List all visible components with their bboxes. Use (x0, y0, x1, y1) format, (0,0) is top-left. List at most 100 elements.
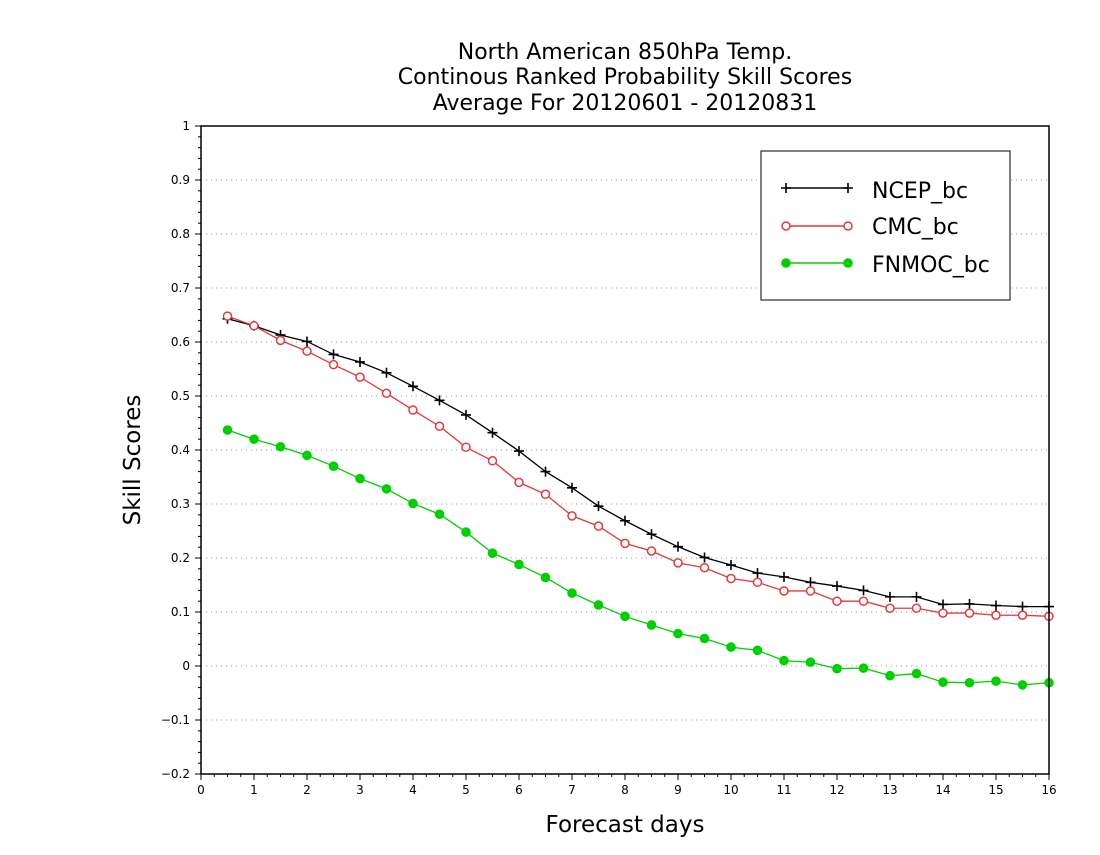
point-fnmoc (434, 509, 445, 520)
y-tick-label: 0.8 (171, 227, 190, 241)
x-tick-label: 2 (303, 783, 311, 797)
legend-marker-cmc (781, 221, 791, 231)
y-tick-label: −0.1 (161, 713, 190, 727)
plot-series (222, 311, 1054, 690)
point-fnmoc (885, 670, 895, 681)
x-tick-label: 5 (462, 783, 470, 797)
y-tick-label: 0.4 (171, 443, 190, 457)
x-tick-label: 14 (935, 783, 950, 797)
point-ncep (408, 381, 418, 392)
point-cmc (567, 511, 577, 521)
chart-title-line-1: North American 850hPa Temp. (458, 40, 793, 65)
point-ncep (699, 552, 710, 563)
y-tick-label: 0.5 (171, 389, 190, 403)
point-cmc (964, 608, 975, 618)
point-cmc (646, 546, 657, 556)
x-tick-label: 16 (1041, 783, 1056, 797)
point-fnmoc (858, 663, 869, 673)
point-ncep (514, 446, 524, 457)
y-tick-label: 1 (182, 119, 190, 133)
legend-label-fnmoc: FNMOC_bc (872, 253, 990, 278)
point-ncep (567, 482, 577, 493)
axis-ticks: −0.2−0.100.10.20.30.40.50.60.70.80.910 1 2… (161, 119, 1057, 797)
series-ncep (222, 313, 1054, 612)
y-tick-label: −0.2 (161, 767, 190, 781)
point-cmc (328, 359, 339, 370)
point-fnmoc (805, 657, 816, 668)
point-fnmoc (699, 633, 710, 644)
point-cmc (938, 608, 948, 618)
x-tick-label: 0 (197, 783, 205, 797)
point-ncep (540, 466, 551, 477)
point-fnmoc (620, 611, 630, 622)
point-ncep (355, 356, 365, 367)
y-tick-label: 0.9 (171, 173, 190, 187)
point-cmc (514, 477, 524, 488)
legend-label-cmc: CMC_bc (872, 215, 959, 240)
point-fnmoc (514, 559, 524, 570)
point-ncep (620, 515, 630, 526)
point-cmc (408, 405, 418, 415)
chart-title-line-2: Continous Ranked Probability Skill Score… (398, 65, 852, 90)
x-axis-label: Forecast days (546, 812, 705, 838)
y-tick-label: 0.3 (171, 497, 190, 511)
point-cmc (991, 610, 1001, 620)
point-fnmoc (355, 473, 365, 484)
point-ncep (805, 577, 816, 588)
legend-marker-fnmoc (843, 258, 853, 268)
point-ncep (858, 585, 869, 596)
point-fnmoc (752, 645, 763, 656)
legend-marker-cmc (843, 221, 853, 231)
point-ncep (461, 409, 471, 420)
x-tick-label: 7 (568, 783, 576, 797)
point-fnmoc (779, 655, 789, 666)
series-fnmoc (222, 425, 1054, 690)
point-ncep (302, 336, 312, 347)
x-tick-label: 10 (723, 783, 738, 797)
point-fnmoc (938, 677, 948, 688)
y-tick-label: 0 (182, 659, 190, 673)
point-cmc (885, 603, 895, 613)
point-cmc (249, 321, 259, 331)
point-cmc (434, 421, 445, 431)
point-fnmoc (540, 572, 551, 583)
chart-title-line-3: Average For 20120601 - 20120831 (433, 91, 818, 116)
x-tick-label: 3 (356, 783, 364, 797)
point-cmc (832, 596, 842, 606)
point-fnmoc (593, 600, 604, 610)
point-cmc (593, 521, 604, 531)
point-cmc (487, 456, 498, 466)
legend-label-ncep: NCEP_bc (872, 179, 968, 204)
point-ncep (1017, 601, 1028, 612)
series-cmc (222, 311, 1054, 622)
point-fnmoc (302, 450, 312, 461)
x-tick-label: 9 (674, 783, 682, 797)
point-cmc (222, 311, 233, 321)
line-ncep (227, 318, 1049, 608)
x-tick-label: 4 (409, 783, 417, 797)
legend-marker-fnmoc (781, 258, 791, 268)
point-ncep (726, 560, 736, 571)
point-ncep (779, 571, 789, 582)
point-ncep (938, 599, 948, 610)
x-tick-label: 12 (829, 783, 844, 797)
point-fnmoc (222, 425, 233, 435)
point-cmc (1017, 610, 1028, 620)
y-tick-label: 0.1 (171, 605, 190, 619)
legend-swatches (781, 183, 853, 268)
point-ncep (646, 529, 657, 540)
point-fnmoc (381, 484, 392, 494)
point-fnmoc (567, 588, 577, 598)
point-ncep (434, 395, 445, 406)
point-ncep (328, 349, 339, 360)
y-tick-label: 0.6 (171, 335, 190, 349)
point-fnmoc (646, 620, 657, 630)
point-cmc (355, 372, 365, 382)
legend-marker-ncep (843, 183, 853, 193)
point-cmc (540, 489, 551, 500)
legend-marker-ncep (781, 183, 791, 193)
y-tick-label: 0.7 (171, 281, 190, 295)
point-cmc (726, 573, 736, 584)
point-ncep (673, 541, 683, 552)
